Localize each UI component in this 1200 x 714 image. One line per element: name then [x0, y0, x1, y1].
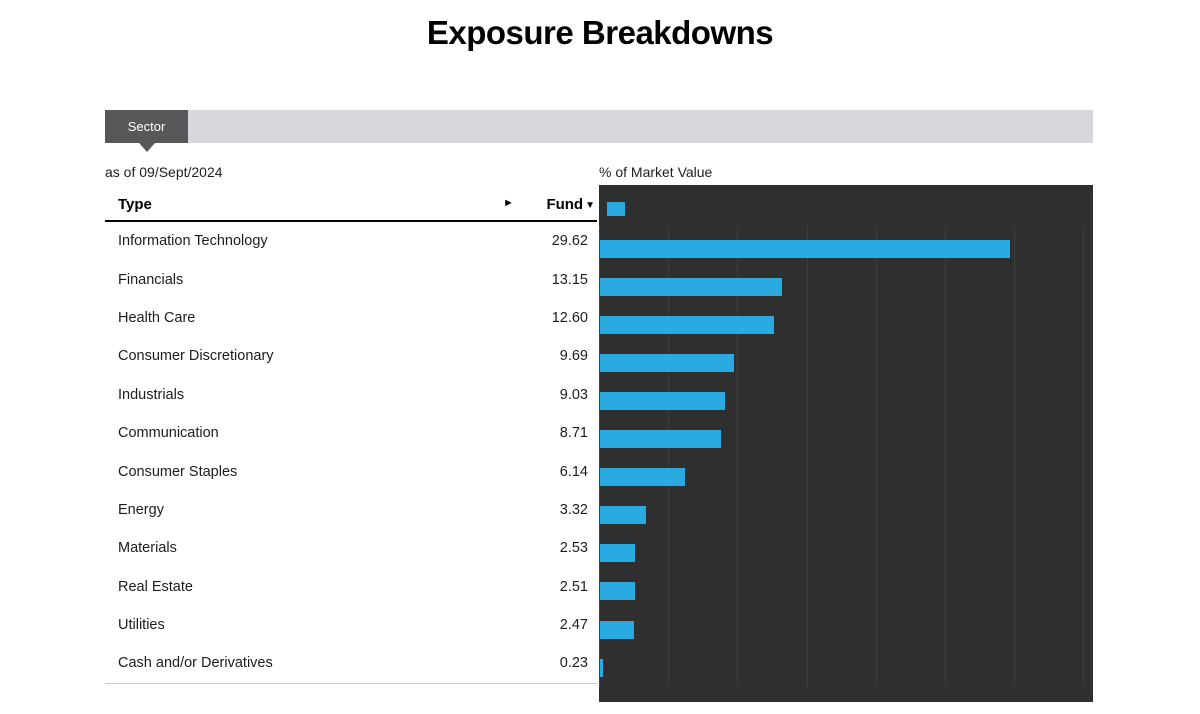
chart-bar	[600, 277, 782, 296]
row-label: Financials	[118, 271, 184, 288]
row-value: 13.15	[551, 271, 588, 288]
row-value: 3.32	[559, 501, 588, 518]
chart-plot	[599, 185, 1093, 702]
chart-bar	[600, 468, 685, 487]
row-value: 12.60	[551, 309, 588, 326]
chart-bar	[600, 620, 635, 639]
sort-desc-icon: ▼	[585, 200, 595, 211]
chart-bar	[600, 239, 1010, 258]
chart-bar	[600, 315, 775, 334]
chart-bar	[600, 506, 646, 525]
table-row: Consumer Staples 6.14	[105, 452, 597, 490]
row-value: 9.03	[559, 386, 588, 403]
row-value: 9.69	[559, 348, 588, 365]
row-label: Industrials	[118, 386, 185, 403]
row-value: 29.62	[551, 233, 588, 250]
gridline	[944, 227, 946, 687]
tab-bar: Sector	[105, 110, 1093, 152]
chart-bar	[600, 582, 635, 601]
row-label: Utilities	[118, 617, 165, 634]
table-row: Energy 3.32	[105, 491, 597, 529]
table-row: Health Care 12.60	[105, 299, 597, 337]
gridline	[806, 227, 808, 687]
table-row: Utilities 2.47	[105, 606, 597, 644]
table-row: Real Estate 2.51	[105, 568, 597, 606]
row-label: Cash and/or Derivatives	[118, 655, 273, 672]
row-label: Energy	[118, 501, 164, 518]
chart-axis-title: % of Market Value	[599, 164, 713, 180]
gridline	[1014, 227, 1016, 687]
table-header: Type ► Fund ▼	[105, 190, 597, 222]
zero-axis-line	[599, 227, 600, 687]
fund-header-label: Fund	[546, 196, 584, 213]
page-title: Exposure Breakdowns	[426, 14, 774, 51]
table-row: Information Technology 29.62	[105, 222, 597, 260]
gridline	[1083, 227, 1085, 687]
row-label: Communication	[118, 425, 219, 442]
row-label: Consumer Staples	[118, 463, 238, 480]
table-row: Industrials 9.03	[105, 376, 597, 414]
table-row: Communication 8.71	[105, 414, 597, 452]
column-header-fund[interactable]: Fund ▼	[546, 196, 595, 213]
row-label: Real Estate	[118, 578, 193, 595]
row-value: 2.53	[559, 540, 588, 557]
gridline	[737, 227, 739, 687]
scroll-right-icon[interactable]: ►	[503, 197, 514, 209]
tab-sector-label: Sector	[127, 119, 166, 134]
tab-sector[interactable]: Sector	[105, 110, 188, 152]
row-value: 2.51	[559, 578, 588, 595]
chart-bar	[600, 658, 604, 677]
table-row: Materials 2.53	[105, 529, 597, 567]
row-value: 6.14	[559, 463, 588, 480]
chart-bar	[600, 391, 725, 410]
exposure-table: Type ► Fund ▼ Information Technology 29.6…	[105, 190, 597, 684]
tab-pointer-icon	[139, 143, 155, 152]
row-label: Materials	[118, 540, 177, 557]
gridline	[875, 227, 877, 687]
as-of-date: as of 09/Sept/2024	[105, 164, 223, 180]
chart-bar	[600, 430, 721, 448]
row-label: Consumer Discretionary	[118, 348, 274, 365]
column-header-type: Type	[118, 196, 152, 213]
table-rows: Information Technology 29.62 Financials …	[105, 222, 597, 684]
row-value: 0.23	[559, 655, 588, 672]
legend-swatch-fund	[607, 202, 625, 216]
gridline	[668, 227, 670, 687]
chart-bar	[600, 544, 635, 563]
chart-bar	[600, 353, 735, 372]
table-row: Consumer Discretionary 9.69	[105, 337, 597, 375]
row-label: Health Care	[118, 309, 196, 326]
table-row: Cash and/or Derivatives 0.23	[105, 644, 597, 682]
table-row: Financials 13.15	[105, 260, 597, 298]
row-value: 2.47	[559, 617, 588, 634]
row-label: Information Technology	[118, 233, 268, 250]
row-value: 8.71	[559, 425, 588, 442]
